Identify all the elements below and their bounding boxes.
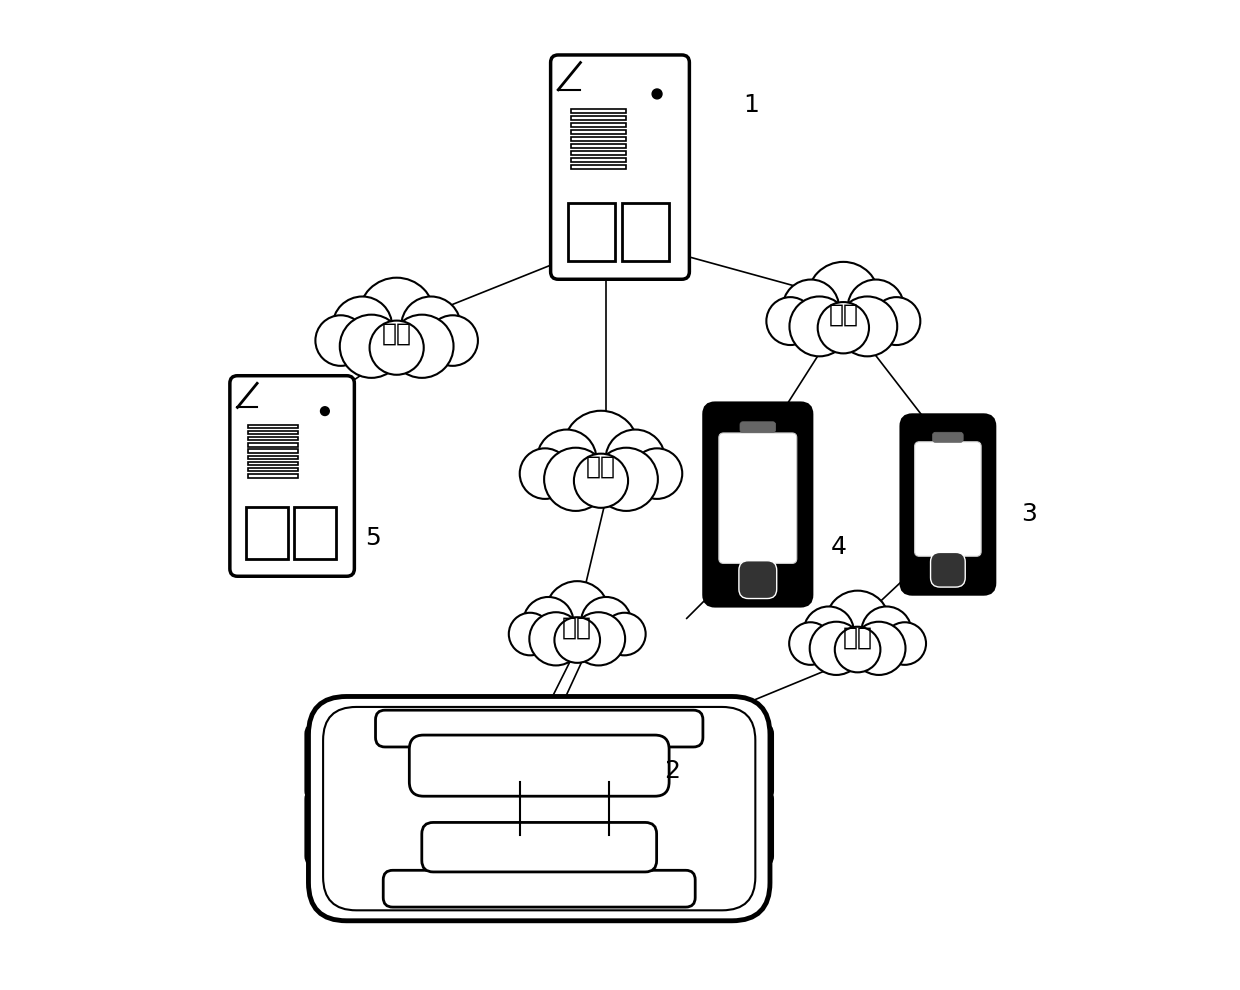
FancyBboxPatch shape <box>383 870 696 907</box>
Circle shape <box>508 613 552 655</box>
FancyBboxPatch shape <box>739 560 776 599</box>
Circle shape <box>332 297 392 356</box>
FancyBboxPatch shape <box>248 449 298 452</box>
Text: 3: 3 <box>1021 502 1037 526</box>
Circle shape <box>883 623 926 665</box>
FancyBboxPatch shape <box>740 422 776 433</box>
Circle shape <box>817 302 869 353</box>
FancyBboxPatch shape <box>247 508 288 559</box>
FancyBboxPatch shape <box>570 123 626 127</box>
Text: 蓝牙: 蓝牙 <box>562 616 593 641</box>
FancyBboxPatch shape <box>703 403 812 606</box>
Circle shape <box>574 453 629 508</box>
FancyBboxPatch shape <box>570 158 626 162</box>
FancyBboxPatch shape <box>248 425 298 428</box>
FancyBboxPatch shape <box>248 437 298 441</box>
Circle shape <box>523 597 573 647</box>
FancyBboxPatch shape <box>570 116 626 120</box>
FancyBboxPatch shape <box>248 468 298 471</box>
FancyBboxPatch shape <box>248 461 298 465</box>
Circle shape <box>370 321 424 375</box>
Circle shape <box>544 447 608 511</box>
FancyBboxPatch shape <box>707 790 773 865</box>
FancyBboxPatch shape <box>932 433 963 443</box>
FancyBboxPatch shape <box>570 130 626 134</box>
FancyBboxPatch shape <box>570 165 626 169</box>
Circle shape <box>529 612 583 665</box>
Circle shape <box>852 622 905 675</box>
FancyBboxPatch shape <box>930 552 965 587</box>
FancyBboxPatch shape <box>622 203 670 261</box>
FancyBboxPatch shape <box>551 55 689 279</box>
Circle shape <box>391 315 454 378</box>
Circle shape <box>554 617 600 663</box>
FancyBboxPatch shape <box>719 433 797 563</box>
Circle shape <box>605 430 665 489</box>
Text: 5: 5 <box>365 526 381 549</box>
FancyBboxPatch shape <box>229 376 355 576</box>
FancyBboxPatch shape <box>570 138 626 141</box>
FancyBboxPatch shape <box>309 697 770 921</box>
Circle shape <box>315 315 366 366</box>
Circle shape <box>358 277 434 353</box>
FancyBboxPatch shape <box>248 474 298 477</box>
FancyBboxPatch shape <box>248 431 298 435</box>
Circle shape <box>340 315 403 378</box>
Circle shape <box>837 296 898 356</box>
Circle shape <box>582 597 631 647</box>
Circle shape <box>652 89 662 99</box>
Circle shape <box>789 623 832 665</box>
Circle shape <box>835 627 880 672</box>
Circle shape <box>563 411 639 487</box>
FancyBboxPatch shape <box>570 151 626 154</box>
FancyBboxPatch shape <box>570 109 626 113</box>
FancyBboxPatch shape <box>568 203 615 261</box>
FancyBboxPatch shape <box>900 415 994 594</box>
Circle shape <box>320 407 330 416</box>
Circle shape <box>603 613 646 655</box>
Circle shape <box>428 315 477 366</box>
Circle shape <box>873 297 920 346</box>
Text: 2: 2 <box>665 758 681 783</box>
Circle shape <box>595 447 658 511</box>
Text: 网络: 网络 <box>587 454 616 478</box>
Circle shape <box>572 612 625 665</box>
Circle shape <box>848 279 904 336</box>
FancyBboxPatch shape <box>248 444 298 446</box>
Text: 1: 1 <box>743 93 759 118</box>
Circle shape <box>546 581 609 645</box>
FancyBboxPatch shape <box>570 145 626 148</box>
Circle shape <box>810 622 863 675</box>
Text: 蓝牙: 蓝牙 <box>843 626 873 649</box>
FancyBboxPatch shape <box>915 442 981 556</box>
FancyBboxPatch shape <box>305 790 372 865</box>
FancyBboxPatch shape <box>305 725 372 800</box>
Circle shape <box>807 262 879 334</box>
Text: 网络: 网络 <box>828 302 858 327</box>
Circle shape <box>520 448 570 499</box>
FancyBboxPatch shape <box>422 823 657 872</box>
FancyBboxPatch shape <box>294 508 336 559</box>
Circle shape <box>402 297 461 356</box>
Circle shape <box>804 607 854 656</box>
Circle shape <box>782 279 839 336</box>
FancyBboxPatch shape <box>248 455 298 459</box>
Circle shape <box>537 430 596 489</box>
Circle shape <box>631 448 682 499</box>
Text: 网络: 网络 <box>382 322 412 346</box>
Circle shape <box>826 591 889 654</box>
Circle shape <box>862 607 911 656</box>
Circle shape <box>790 296 849 356</box>
FancyBboxPatch shape <box>707 725 773 800</box>
Circle shape <box>766 297 815 346</box>
FancyBboxPatch shape <box>376 710 703 747</box>
FancyBboxPatch shape <box>409 735 670 796</box>
Text: 4: 4 <box>831 536 847 559</box>
